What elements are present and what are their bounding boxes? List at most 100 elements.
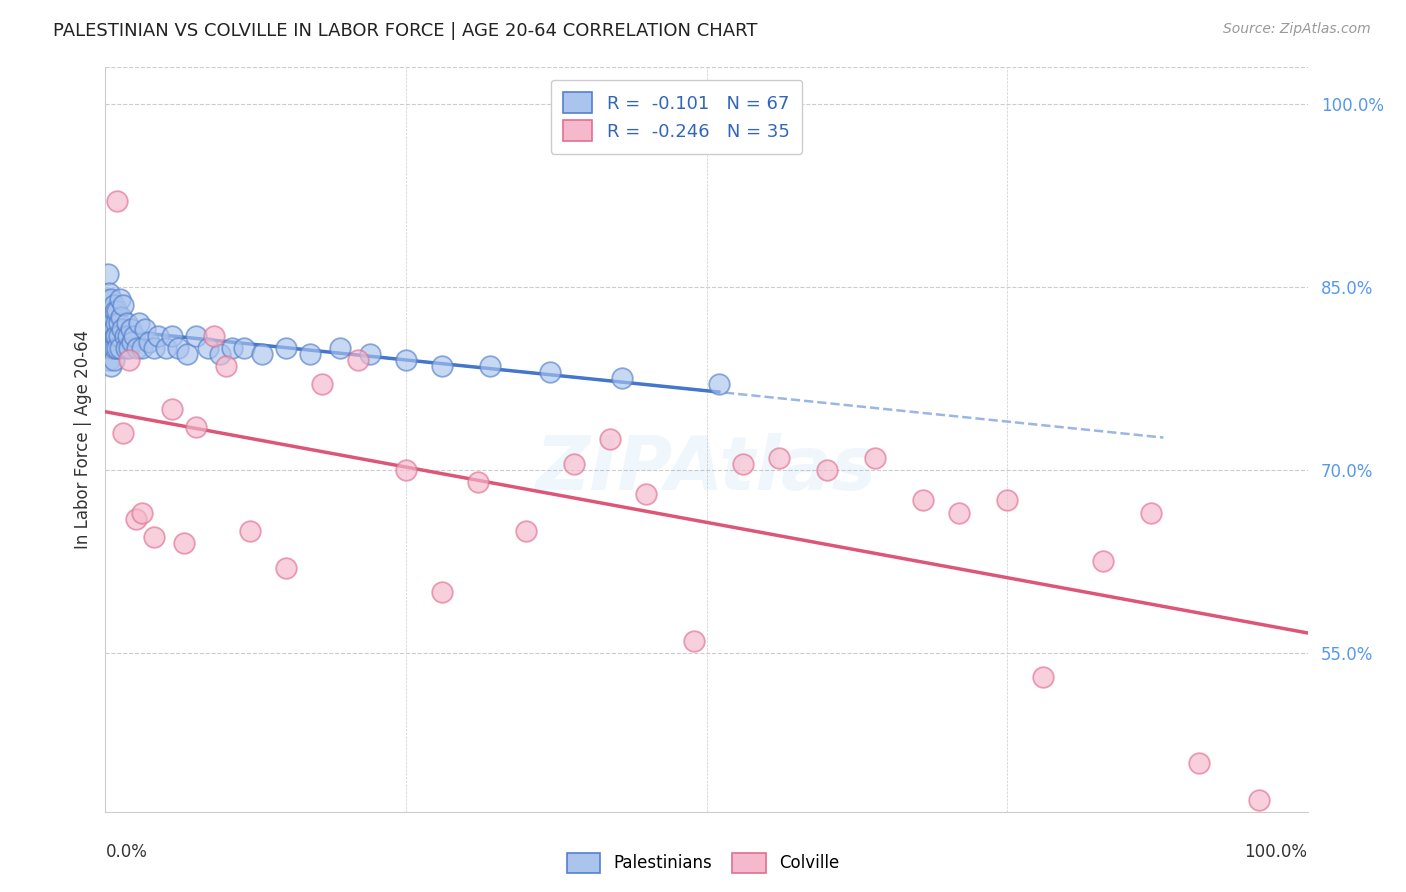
Point bbox=[148, 328, 170, 343]
Point bbox=[479, 359, 502, 373]
Point bbox=[395, 353, 418, 368]
Point bbox=[359, 347, 381, 361]
Point bbox=[612, 371, 634, 385]
Point bbox=[995, 493, 1018, 508]
Point bbox=[98, 285, 121, 300]
Point bbox=[311, 377, 333, 392]
Point bbox=[155, 341, 177, 355]
Point bbox=[239, 524, 262, 538]
Text: Source: ZipAtlas.com: Source: ZipAtlas.com bbox=[1223, 22, 1371, 37]
Point bbox=[98, 304, 121, 318]
Point bbox=[138, 334, 160, 349]
Point bbox=[118, 353, 141, 368]
Point bbox=[1188, 756, 1211, 770]
Point bbox=[100, 322, 122, 336]
Point bbox=[97, 268, 120, 282]
Point bbox=[105, 328, 128, 343]
Point bbox=[863, 450, 886, 465]
Point bbox=[131, 341, 153, 355]
Point bbox=[768, 450, 790, 465]
Point bbox=[197, 341, 219, 355]
Text: 100.0%: 100.0% bbox=[1244, 843, 1308, 861]
Point bbox=[1140, 506, 1163, 520]
Point bbox=[107, 304, 129, 318]
Y-axis label: In Labor Force | Age 20-64: In Labor Force | Age 20-64 bbox=[73, 330, 91, 549]
Point bbox=[124, 511, 146, 525]
Point bbox=[110, 310, 132, 325]
Point bbox=[142, 341, 165, 355]
Point bbox=[142, 530, 165, 544]
Point bbox=[103, 353, 125, 368]
Point bbox=[208, 347, 231, 361]
Point bbox=[250, 347, 273, 361]
Point bbox=[101, 341, 124, 355]
Point bbox=[599, 433, 621, 447]
Legend: R =  -0.101   N = 67, R =  -0.246   N = 35: R = -0.101 N = 67, R = -0.246 N = 35 bbox=[551, 79, 803, 153]
Point bbox=[107, 316, 129, 330]
Point bbox=[160, 401, 183, 416]
Text: 0.0%: 0.0% bbox=[105, 843, 148, 861]
Point bbox=[636, 487, 658, 501]
Point bbox=[329, 341, 352, 355]
Point bbox=[125, 341, 148, 355]
Point bbox=[108, 292, 131, 306]
Point bbox=[100, 292, 122, 306]
Point bbox=[538, 365, 561, 379]
Point bbox=[101, 316, 124, 330]
Point bbox=[202, 328, 225, 343]
Point bbox=[347, 353, 370, 368]
Point bbox=[112, 298, 135, 312]
Point bbox=[124, 328, 146, 343]
Point bbox=[114, 328, 136, 343]
Point bbox=[104, 341, 127, 355]
Point bbox=[103, 298, 125, 312]
Point bbox=[131, 506, 153, 520]
Point bbox=[120, 322, 142, 336]
Point bbox=[430, 359, 453, 373]
Point bbox=[173, 536, 195, 550]
Point bbox=[731, 457, 754, 471]
Point bbox=[115, 316, 138, 330]
Point bbox=[101, 310, 124, 325]
Point bbox=[562, 457, 585, 471]
Point bbox=[115, 341, 138, 355]
Point bbox=[112, 426, 135, 441]
Point bbox=[160, 328, 183, 343]
Point bbox=[948, 506, 970, 520]
Point bbox=[911, 493, 934, 508]
Point bbox=[128, 316, 150, 330]
Point bbox=[274, 560, 297, 574]
Point bbox=[108, 341, 131, 355]
Point bbox=[515, 524, 537, 538]
Point bbox=[103, 322, 125, 336]
Point bbox=[97, 310, 120, 325]
Point bbox=[274, 341, 297, 355]
Point bbox=[104, 304, 127, 318]
Point bbox=[430, 585, 453, 599]
Point bbox=[467, 475, 489, 489]
Point bbox=[707, 377, 730, 392]
Point bbox=[1249, 792, 1271, 806]
Point bbox=[121, 334, 143, 349]
Point bbox=[100, 359, 122, 373]
Point bbox=[1092, 554, 1115, 568]
Point bbox=[1032, 670, 1054, 684]
Point bbox=[98, 328, 121, 343]
Point bbox=[298, 347, 321, 361]
Point bbox=[134, 322, 156, 336]
Point bbox=[111, 322, 134, 336]
Point bbox=[232, 341, 254, 355]
Point bbox=[214, 359, 236, 373]
Point bbox=[117, 328, 139, 343]
Point bbox=[104, 328, 127, 343]
Point bbox=[98, 353, 121, 368]
Point bbox=[96, 292, 118, 306]
Point bbox=[96, 328, 118, 343]
Point bbox=[107, 194, 129, 209]
Point bbox=[107, 328, 129, 343]
Text: PALESTINIAN VS COLVILLE IN LABOR FORCE | AGE 20-64 CORRELATION CHART: PALESTINIAN VS COLVILLE IN LABOR FORCE |… bbox=[53, 22, 758, 40]
Point bbox=[815, 463, 838, 477]
Point bbox=[98, 341, 121, 355]
Point bbox=[118, 341, 141, 355]
Text: ZIPAtlas: ZIPAtlas bbox=[536, 433, 877, 506]
